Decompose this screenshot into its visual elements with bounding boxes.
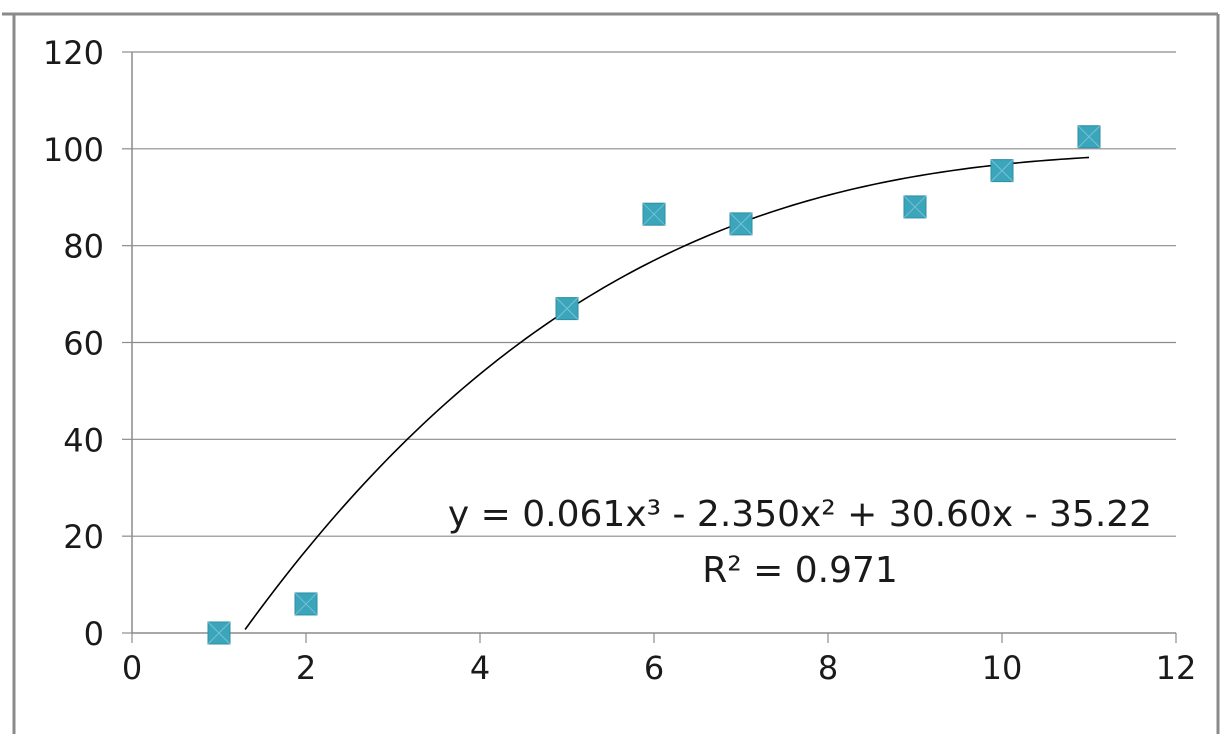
x-tick-label: 4 xyxy=(470,649,490,687)
data-point xyxy=(903,195,927,219)
data-point xyxy=(729,212,753,236)
data-points xyxy=(207,125,1101,645)
data-point xyxy=(1077,125,1101,149)
data-point-cross xyxy=(903,195,927,219)
x-tick-label: 8 xyxy=(818,649,838,687)
y-tick-label: 20 xyxy=(63,518,104,556)
trendline-layer xyxy=(244,156,1090,630)
x-tick-label: 2 xyxy=(296,649,316,687)
data-point xyxy=(294,592,318,616)
trendline-curve xyxy=(244,156,1090,630)
data-point-cross xyxy=(642,202,666,226)
y-tick-label: 60 xyxy=(63,325,104,363)
data-point-cross xyxy=(294,592,318,616)
y-tick-label: 40 xyxy=(63,421,104,459)
x-tick-label: 0 xyxy=(122,649,142,687)
data-point-cross xyxy=(207,621,231,645)
y-tick-label: 120 xyxy=(43,34,104,72)
data-point-cross xyxy=(729,212,753,236)
y-tick-label: 80 xyxy=(63,228,104,266)
data-point xyxy=(555,297,579,321)
x-tick-label: 10 xyxy=(982,649,1023,687)
y-tick-label: 0 xyxy=(84,615,104,653)
x-tick-label: 6 xyxy=(644,649,664,687)
data-point xyxy=(642,202,666,226)
gridlines xyxy=(132,51,1176,537)
data-point xyxy=(990,159,1014,183)
x-tick-label: 12 xyxy=(1156,649,1197,687)
data-point-cross xyxy=(555,297,579,320)
axes: 0 20 40 60 80 100 120 0 2 4 6 8 10 12 xyxy=(43,34,1196,687)
data-point xyxy=(207,621,231,645)
trendline-equation: y = 0.061x³ - 2.350x² + 30.60x - 35.22 xyxy=(448,494,1152,535)
y-tick-label: 100 xyxy=(43,131,104,169)
data-point-cross xyxy=(990,159,1014,182)
r-squared-label: R² = 0.971 xyxy=(702,550,898,591)
data-point-cross xyxy=(1077,125,1101,149)
